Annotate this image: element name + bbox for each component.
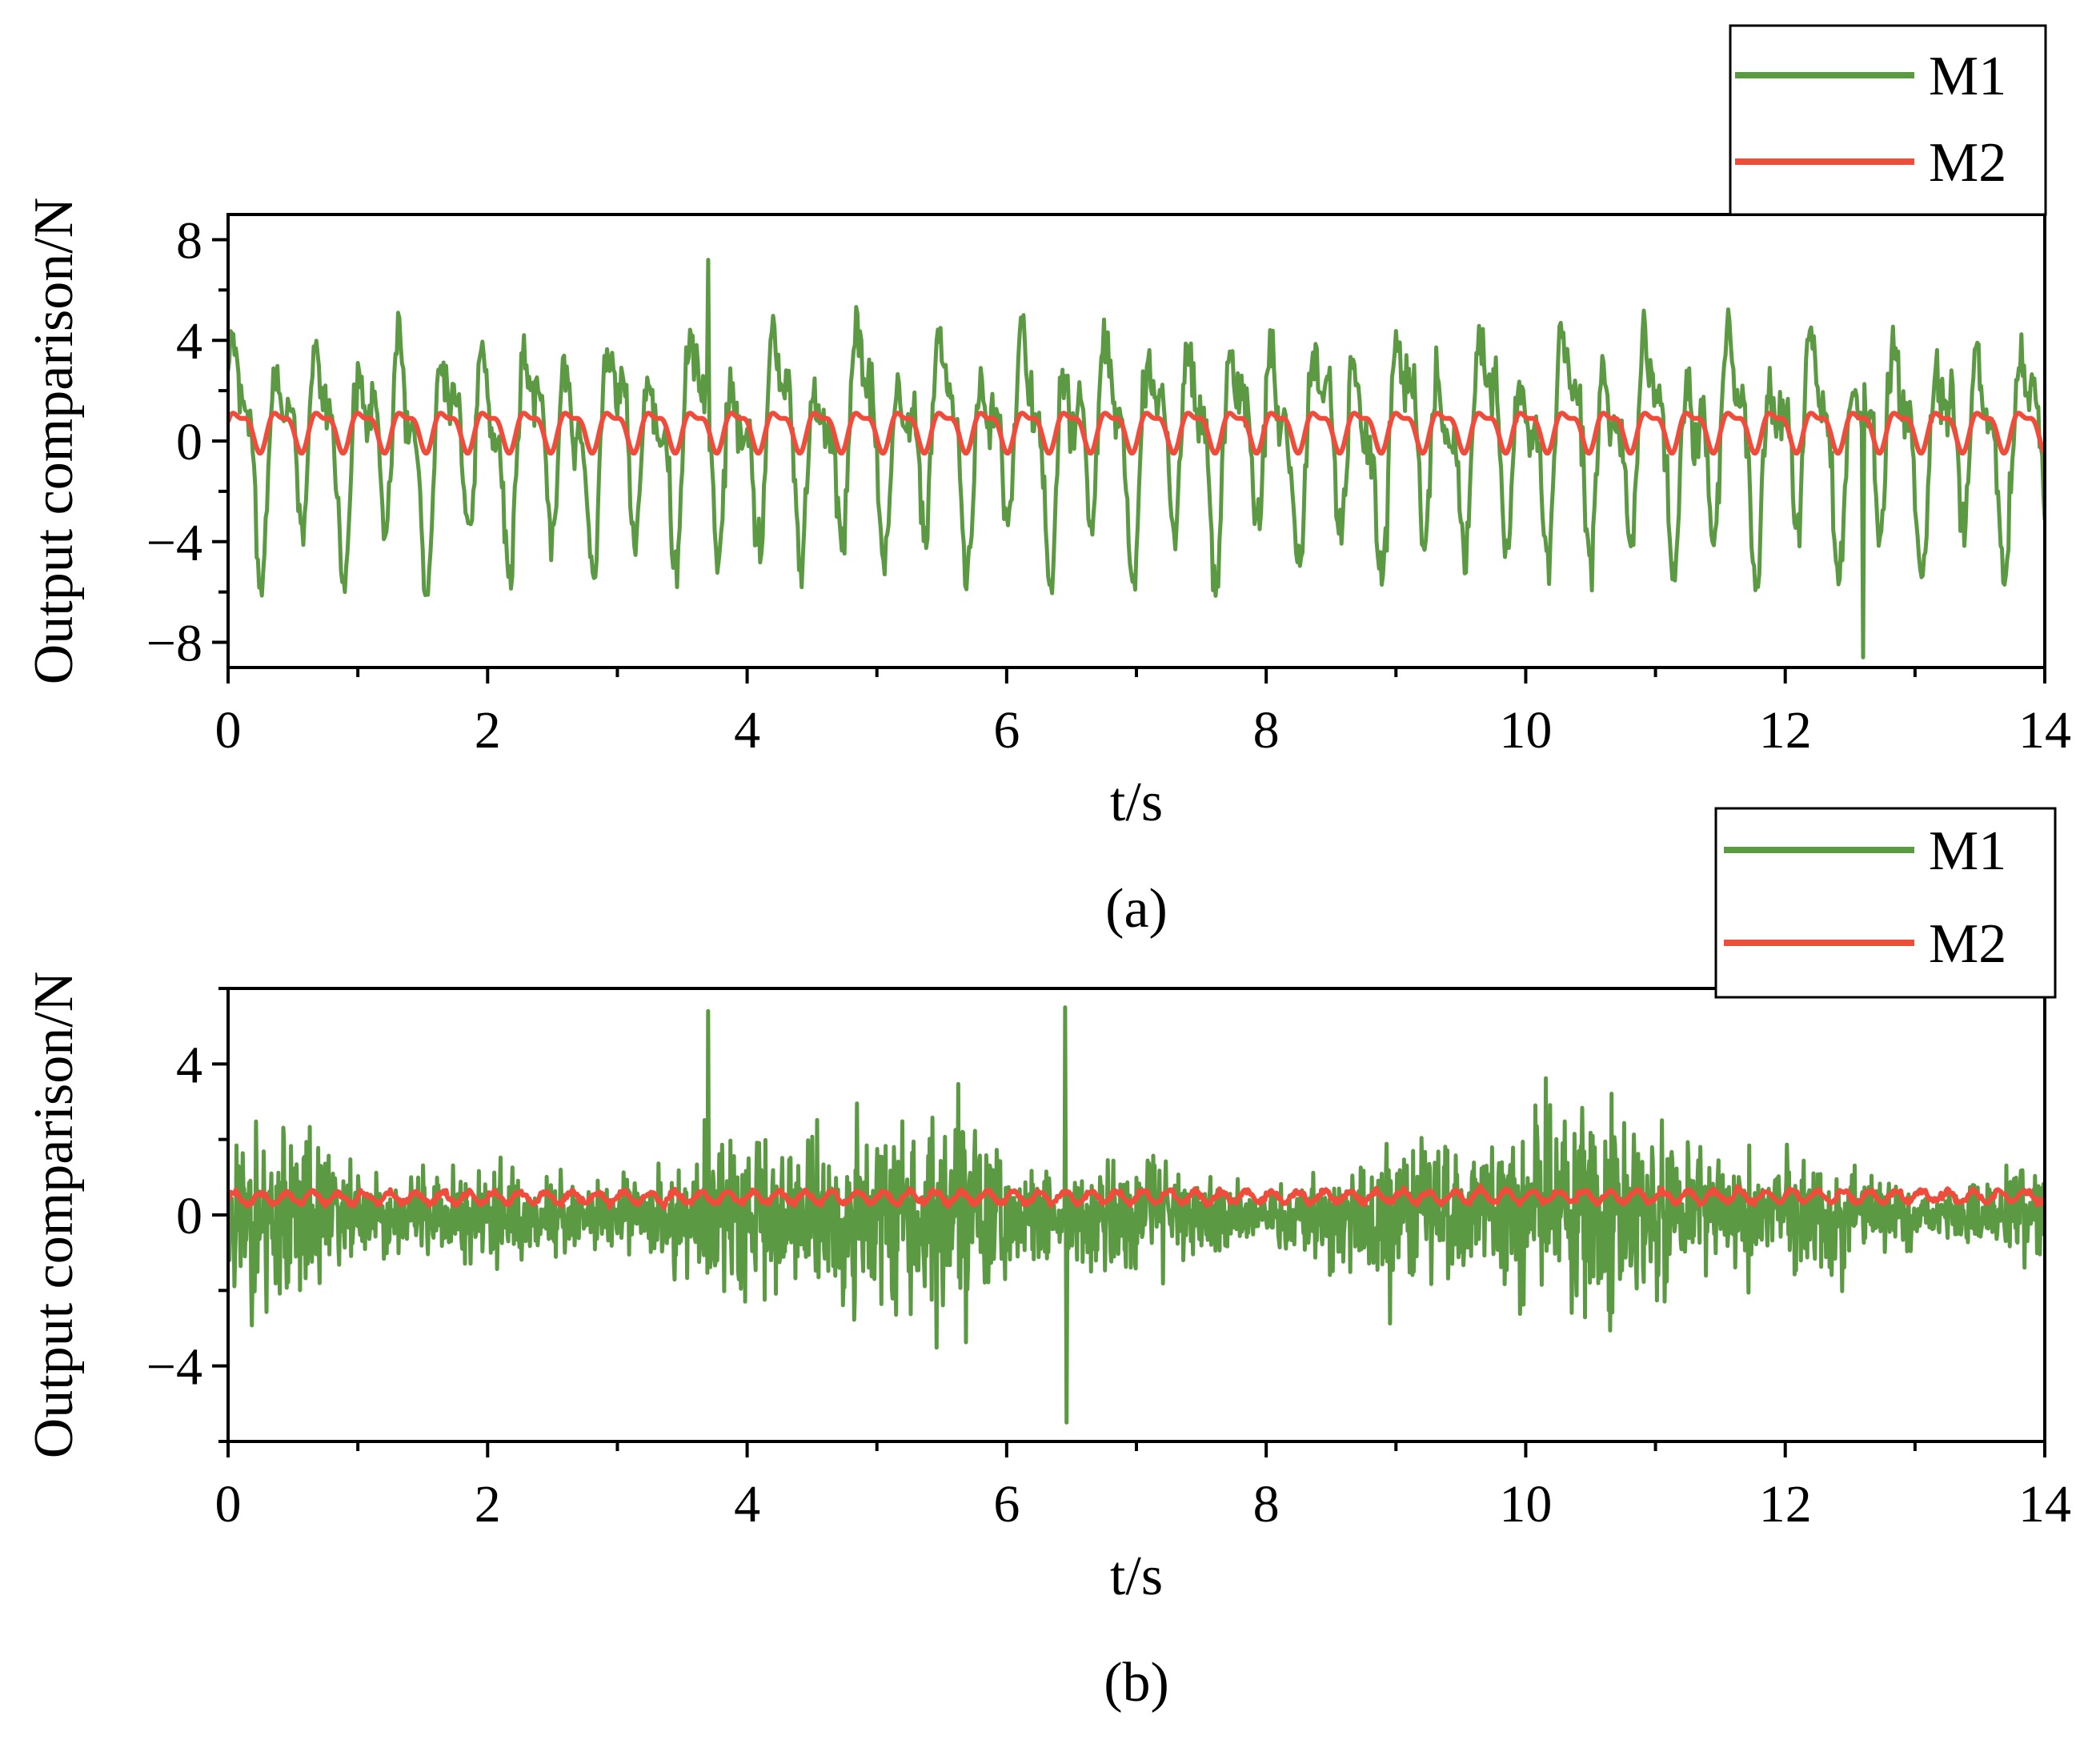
panel-b-x-tick-label-4: 4 — [734, 1475, 760, 1533]
panel-a-legend-box — [1729, 24, 2047, 216]
panel-b-ticks: 0 2 4 6 8 10 12 14 −4 0 4 — [146, 987, 2071, 1533]
panel-a-x-tick-label-4: 4 — [734, 701, 760, 760]
panel-a-y-tick-label--8: −8 — [146, 615, 202, 673]
panel-a-x-tick-label-2: 2 — [475, 701, 501, 760]
panel-a-y-tick-label-8: 8 — [176, 211, 202, 270]
panel-b-y-tick-label--4: −4 — [146, 1338, 202, 1397]
panel-b-x-tick-label-2: 2 — [475, 1475, 501, 1533]
panel-a: 0 2 4 6 8 10 12 14 −8 −4 0 4 8 t/s Output comparison… — [23, 198, 2071, 940]
panel-b-legend-label-m1: M1 — [1929, 820, 2006, 882]
panel-a-series-m1-line — [228, 258, 2045, 659]
panel-b-series-m1-line — [228, 1005, 2045, 1425]
panel-b-series-m2-line — [228, 1184, 2045, 1210]
panel-b-y-axis-title: Output comparison/N — [23, 972, 85, 1459]
panel-b-data-layer — [228, 1005, 2045, 1425]
panel-a-x-axis-title: t/s — [1110, 772, 1163, 833]
panel-b-x-tick-label-12: 12 — [1759, 1475, 1812, 1533]
panel-b-legend-label-m2: M2 — [1929, 913, 2006, 975]
panel-a-y-tick-label-0: 0 — [176, 413, 202, 471]
panel-a-data-layer — [228, 258, 2045, 659]
panel-b-x-tick-label-6: 6 — [993, 1475, 1020, 1533]
panel-a-x-tick-label-10: 10 — [1499, 701, 1552, 760]
panel-b: 0 2 4 6 8 10 12 14−404 t/s Output comparison/N … — [23, 972, 2071, 1714]
panel-a-x-tick-label-0: 0 — [215, 701, 242, 760]
panel-a-y-tick-label--4: −4 — [146, 514, 202, 572]
panel-a-y-axis-title: Output comparison/N — [23, 198, 85, 685]
panel-b-x-tick-label-0: 0 — [215, 1475, 242, 1533]
panel-a-x-tick-label-6: 6 — [993, 701, 1020, 760]
panel-a-y-tick-label-4: 4 — [176, 312, 202, 371]
panel-b-x-tick-label-10: 10 — [1499, 1475, 1552, 1533]
panel-b-x-tick-label-14: 14 — [2018, 1475, 2071, 1533]
panel-a-series-m2-line — [228, 411, 2045, 456]
panel-a-caption: (a) — [1105, 878, 1168, 940]
panel-a-legend-label-m2: M2 — [1929, 132, 2006, 194]
panel-b-caption: (b) — [1104, 1652, 1169, 1714]
panel-a-legend: M1 M2 — [1729, 24, 2047, 216]
panel-a-x-tick-label-12: 12 — [1759, 701, 1812, 760]
panel-b-y-tick-label-4: 4 — [176, 1036, 202, 1094]
panel-b-legend-box — [1714, 807, 2057, 999]
panel-a-legend-label-m1: M1 — [1929, 46, 2006, 107]
panel-a-ticks: 0 2 4 6 8 10 12 14 −8 −4 0 4 8 — [146, 211, 2071, 760]
panel-b-x-axis-title: t/s — [1110, 1546, 1163, 1607]
panel-b-legend: M1 M2 — [1714, 807, 2057, 999]
panel-a-x-tick-label-8: 8 — [1253, 701, 1280, 760]
panel-a-x-tick-label-14: 14 — [2018, 701, 2071, 760]
panel-b-y-tick-label-0: 0 — [176, 1187, 202, 1245]
panel-b-x-tick-label-8: 8 — [1253, 1475, 1280, 1533]
